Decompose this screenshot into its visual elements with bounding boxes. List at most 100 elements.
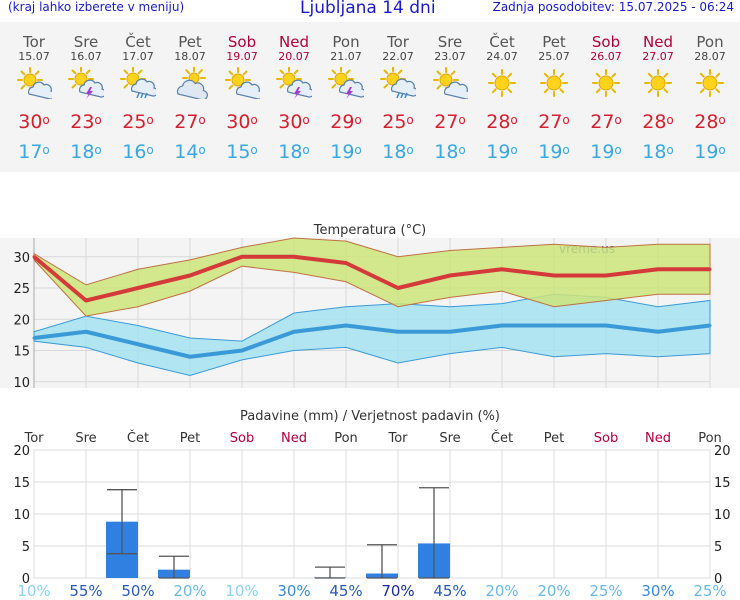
day-name: Pon (696, 33, 724, 51)
header-note[interactable]: (kraj lahko izberete v meniju) (8, 0, 185, 14)
max-temp: 30o (8, 111, 60, 133)
tmax-line-point (84, 299, 88, 302)
min-temp: 14o (164, 141, 216, 163)
precip-probability-label: 25% (589, 582, 622, 600)
tmax-line-point (448, 274, 452, 277)
tmax-line-point (344, 261, 348, 265)
tmin-line-point (136, 342, 140, 346)
day-date: 24.07 (486, 50, 518, 63)
degree-symbol: o (718, 113, 726, 127)
tmax-line-point (240, 255, 244, 259)
tmin-line-point (604, 324, 608, 327)
precip-probability-label: 20% (485, 582, 518, 600)
degree-symbol: o (354, 113, 362, 127)
day-column: Tor 22.07 25o 18o (372, 22, 424, 163)
max-temp-value: 27 (590, 111, 615, 133)
day-name: Ned (279, 33, 309, 51)
precip-probability-label: 20% (537, 582, 570, 600)
max-temp: 27o (528, 111, 580, 133)
max-temp: 25o (372, 111, 424, 133)
day-column: Pon 28.07 28o 19o (684, 22, 736, 164)
min-temp: 18o (60, 141, 112, 163)
min-temp: 19o (528, 141, 580, 163)
min-temp-value: 15 (226, 141, 251, 163)
min-temp: 18o (632, 141, 684, 163)
tmin-line-point (448, 330, 452, 334)
min-temp: 15o (216, 141, 268, 163)
max-temp-value: 28 (486, 111, 511, 133)
storm-icon (68, 66, 107, 99)
tmin-line-point (656, 330, 660, 334)
sun-icon (640, 67, 676, 99)
precip-probability-label: 50% (121, 582, 154, 600)
sun-cloud-icon (432, 67, 472, 100)
day-date: 16.07 (70, 50, 102, 63)
degree-symbol: o (666, 113, 674, 127)
tmax-line-point (552, 274, 556, 277)
degree-symbol: o (302, 113, 310, 127)
day-column: Pet 18.07 27o 14o (164, 22, 216, 163)
degree-symbol: o (718, 143, 726, 157)
rain-day-label: Tor (23, 431, 44, 446)
tmin-line-point (188, 355, 192, 359)
day-name: Sre (73, 33, 99, 51)
tmax-line-point (708, 267, 712, 271)
day-name: Čet (125, 33, 151, 51)
day-column: Ned 20.07 30o 18o (268, 22, 320, 163)
tmax-line-point (500, 267, 504, 271)
rain-day-label: Sre (439, 431, 460, 446)
tmin-line-point (84, 330, 88, 334)
precip-probability-label: 10% (225, 582, 258, 600)
temp-chart-title: Temperatura (°C) (313, 223, 426, 238)
max-temp-value: 28 (694, 111, 719, 133)
max-temp-value: 27 (174, 111, 199, 133)
day-column: Ned 27.07 28o 18o (632, 22, 684, 164)
max-temp: 30o (268, 111, 320, 133)
precip-probability-label: 30% (277, 582, 310, 600)
precip-probability-label: 30% (641, 582, 674, 600)
temp-tick-label: 15 (13, 345, 30, 360)
rain-tick-label-left: 20 (13, 444, 30, 459)
degree-symbol: o (302, 143, 310, 157)
degree-symbol: o (562, 143, 570, 157)
day-date: 27.07 (642, 50, 674, 63)
day-name: Sob (591, 33, 621, 51)
degree-symbol: o (406, 143, 414, 157)
tmax-line-point (656, 267, 660, 271)
max-temp: 27o (424, 111, 476, 133)
degree-symbol: o (614, 113, 622, 127)
rain-tick-label-left: 0 (22, 572, 30, 587)
day-date: 23.07 (434, 50, 466, 63)
degree-symbol: o (458, 143, 466, 157)
tmin-line-point (292, 330, 296, 334)
max-temp-value: 28 (642, 111, 667, 133)
day-date: 15.07 (18, 50, 50, 63)
day-date: 17.07 (122, 50, 154, 63)
degree-symbol: o (198, 143, 206, 157)
max-temp-value: 29 (330, 111, 355, 133)
sun-icon (536, 67, 572, 99)
min-temp-value: 19 (486, 141, 511, 163)
day-name: Pet (542, 33, 566, 51)
rain-tick-label-left: 15 (13, 476, 30, 491)
temp-tick-label: 20 (13, 313, 30, 328)
max-temp: 30o (216, 111, 268, 133)
max-temp-value: 30 (226, 111, 251, 133)
min-temp: 18o (424, 141, 476, 163)
degree-symbol: o (354, 143, 362, 157)
sun-icon (484, 67, 520, 99)
day-column: Sob 19.07 30o 15o (216, 22, 268, 163)
day-column: Sre 16.07 23o 18o (60, 22, 112, 163)
temp-tick-label: 25 (13, 282, 30, 297)
max-temp-value: 30 (18, 111, 43, 133)
page-title: Ljubljana 14 dni (300, 0, 436, 18)
day-name: Pet (178, 33, 202, 51)
day-name: Ned (643, 33, 673, 51)
min-temp-value: 19 (590, 141, 615, 163)
degree-symbol: o (198, 113, 206, 127)
min-temp: 19o (684, 141, 736, 163)
precip-probability-label: 70% (381, 582, 414, 600)
max-temp-value: 25 (382, 111, 407, 133)
rain-day-label: Ned (281, 431, 307, 446)
day-date: 19.07 (226, 50, 258, 63)
